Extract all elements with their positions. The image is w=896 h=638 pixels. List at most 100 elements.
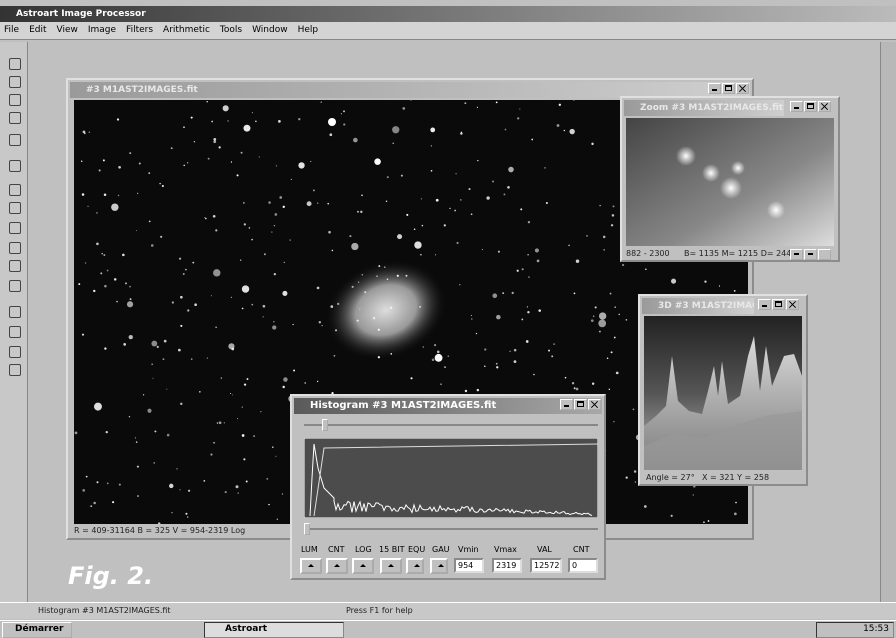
star — [163, 339, 167, 343]
star — [316, 380, 319, 383]
star — [138, 162, 141, 165]
minimize[interactable] — [758, 299, 771, 310]
star — [356, 210, 359, 213]
star — [718, 285, 721, 287]
task-button[interactable]: Astroart — [204, 622, 344, 638]
histogram-label: CNT — [328, 545, 345, 554]
minimize[interactable] — [790, 101, 803, 112]
menu-item[interactable]: File — [4, 25, 20, 35]
window-title: Histogram #3 M1AST2IMAGES.fit — [294, 398, 602, 414]
star — [592, 315, 595, 317]
star — [206, 101, 208, 103]
star — [213, 269, 221, 277]
star — [484, 365, 486, 368]
star — [492, 293, 498, 299]
star — [152, 377, 154, 379]
zoom-option[interactable] — [818, 249, 831, 260]
star — [117, 194, 120, 197]
slider-thumb[interactable] — [304, 523, 310, 535]
tool-icon[interactable] — [9, 202, 21, 214]
star — [702, 164, 720, 182]
star — [212, 214, 216, 218]
star — [74, 431, 78, 435]
star — [377, 356, 380, 359]
maximize[interactable] — [772, 299, 785, 310]
close[interactable] — [736, 83, 749, 94]
star — [194, 303, 197, 306]
tool-icon[interactable] — [9, 58, 21, 70]
star — [455, 173, 457, 175]
cnt-button[interactable] — [326, 558, 348, 574]
star — [594, 306, 597, 309]
tool-icon[interactable] — [9, 76, 21, 88]
star — [351, 242, 359, 251]
star — [372, 316, 376, 320]
tool-icon[interactable] — [9, 306, 21, 318]
tool-icon[interactable] — [9, 184, 21, 196]
star — [251, 303, 254, 306]
star — [187, 162, 189, 164]
star — [147, 408, 152, 413]
maximize[interactable] — [722, 83, 735, 94]
maximize[interactable] — [574, 399, 587, 410]
menu-item[interactable]: Edit — [29, 25, 47, 35]
star — [553, 343, 556, 345]
tool-icon[interactable] — [9, 364, 21, 376]
star — [571, 382, 575, 385]
star — [85, 475, 88, 478]
tool-icon[interactable] — [9, 112, 21, 124]
tool-icon[interactable] — [9, 346, 21, 358]
tool-icon[interactable] — [9, 260, 21, 272]
start-button[interactable]: Démarrer — [2, 622, 72, 638]
tool-icon[interactable] — [9, 280, 21, 292]
zoom-in[interactable] — [790, 249, 803, 260]
close[interactable] — [588, 399, 601, 410]
vmax-field[interactable]: 2319 — [492, 558, 522, 573]
tool-icon[interactable] — [9, 134, 21, 146]
star — [96, 212, 98, 214]
star — [329, 133, 333, 137]
clock: 15:53 — [816, 622, 894, 638]
star — [93, 402, 102, 411]
star — [243, 202, 245, 204]
cnt-field[interactable]: 0 — [568, 558, 598, 573]
minimize[interactable] — [708, 83, 721, 94]
zoom-out[interactable] — [804, 249, 817, 260]
minimize[interactable] — [560, 399, 573, 410]
menu-item[interactable]: Arithmetic — [163, 25, 210, 35]
tool-icon[interactable] — [9, 94, 21, 106]
menu-item[interactable]: View — [56, 25, 78, 35]
menu-item[interactable]: Filters — [126, 25, 154, 35]
star — [192, 261, 195, 264]
gau-button[interactable] — [430, 558, 448, 574]
slider-thumb[interactable] — [322, 419, 328, 431]
tool-icon[interactable] — [9, 242, 21, 254]
bit-button[interactable] — [380, 558, 402, 574]
star — [508, 166, 514, 173]
close[interactable] — [786, 299, 799, 310]
menu-item[interactable]: Image — [87, 25, 117, 35]
star — [632, 408, 635, 411]
close[interactable] — [818, 101, 831, 112]
star — [223, 422, 225, 424]
star — [82, 130, 86, 134]
star — [361, 194, 363, 197]
tool-icon[interactable] — [9, 326, 21, 338]
star — [527, 253, 529, 256]
menu-item[interactable]: Help — [297, 25, 319, 35]
lum-button[interactable] — [300, 558, 322, 574]
star — [151, 363, 153, 365]
log-button[interactable] — [352, 558, 374, 574]
menu-item[interactable]: Window — [252, 25, 288, 35]
val-field[interactable]: 12572 — [530, 558, 562, 573]
vmin-field[interactable]: 954 — [454, 558, 484, 573]
star — [440, 383, 442, 385]
menu-item[interactable]: Tools — [219, 25, 243, 35]
tool-icon[interactable] — [9, 160, 21, 172]
star — [331, 392, 334, 395]
tool-icon[interactable] — [9, 222, 21, 234]
maximize[interactable] — [804, 101, 817, 112]
star — [733, 289, 736, 292]
equ-button[interactable] — [406, 558, 424, 574]
star — [255, 120, 257, 123]
